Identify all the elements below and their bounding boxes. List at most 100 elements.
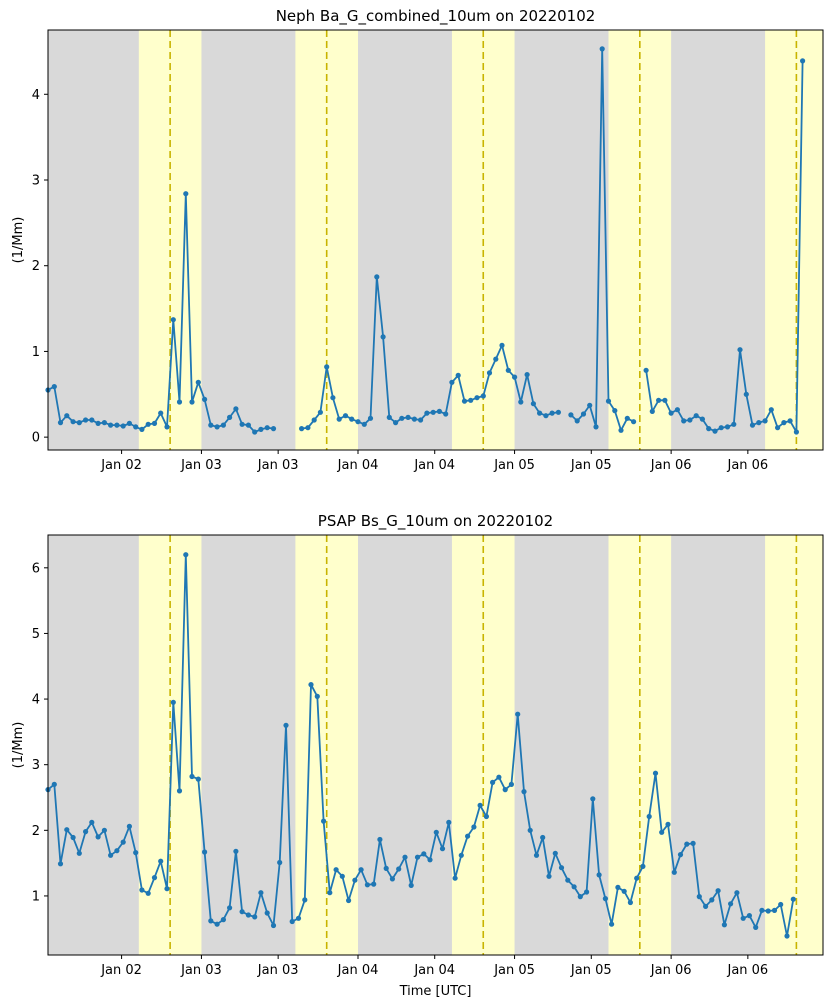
x-axis-ticks: Jan 02 Jan 03 Jan 03 Jan 04 Jan 04 Jan 05 Jan … <box>100 955 768 978</box>
data-point <box>239 421 245 427</box>
data-point <box>662 397 668 403</box>
data-point <box>515 711 521 717</box>
data-point <box>706 426 712 432</box>
data-point <box>521 789 527 795</box>
data-point <box>383 865 389 872</box>
data-point <box>493 356 499 362</box>
data-point <box>731 421 737 427</box>
data-point <box>718 425 724 431</box>
data-point <box>164 886 170 892</box>
data-point <box>593 424 599 430</box>
data-point <box>449 379 455 385</box>
data-point <box>411 416 417 422</box>
x-tick-label: Jan 03 <box>257 963 299 978</box>
data-point <box>145 421 151 427</box>
y-tick-label: 5 <box>32 627 40 642</box>
data-point <box>524 372 530 378</box>
data-point <box>227 905 233 911</box>
data-point <box>245 422 251 428</box>
data-point <box>574 418 580 424</box>
data-point <box>621 888 627 894</box>
data-point <box>749 422 756 428</box>
y-axis-ticks: 0 1 2 3 4 <box>32 88 48 446</box>
data-point <box>208 918 214 924</box>
data-point <box>430 409 436 415</box>
x-tick-label: Jan 06 <box>726 458 768 473</box>
data-point <box>176 788 183 794</box>
data-point <box>164 424 170 430</box>
data-point <box>377 836 383 843</box>
data-point <box>471 824 477 830</box>
data-point <box>499 342 505 348</box>
chart-title: PSAP Bs_G_10um on 20220102 <box>318 512 553 531</box>
data-point <box>602 896 609 902</box>
data-point <box>308 682 314 688</box>
data-point <box>264 425 270 431</box>
data-point <box>277 859 283 866</box>
data-point <box>176 399 183 405</box>
data-point <box>367 415 374 421</box>
data-point <box>389 876 395 882</box>
data-point <box>624 415 630 421</box>
data-point <box>64 827 70 833</box>
data-point <box>333 867 339 873</box>
data-point <box>317 409 323 415</box>
data-point <box>737 347 743 353</box>
data-point <box>778 901 784 908</box>
data-point <box>108 422 114 428</box>
data-point <box>596 872 602 878</box>
data-point <box>139 887 145 893</box>
x-tick-label: Jan 04 <box>337 458 379 473</box>
data-point <box>756 420 762 426</box>
data-point <box>402 854 408 860</box>
data-point <box>233 406 239 412</box>
data-point <box>671 869 677 875</box>
data-point <box>605 398 612 404</box>
data-point <box>558 865 565 871</box>
data-point <box>775 425 781 431</box>
data-point <box>640 863 646 870</box>
data-point <box>486 370 493 376</box>
data-point <box>89 417 95 423</box>
data-point <box>170 699 176 705</box>
data-point <box>677 852 684 858</box>
data-point <box>208 422 214 428</box>
data-point <box>270 922 277 929</box>
x-tick-label: Jan 02 <box>100 963 142 978</box>
data-point <box>631 419 637 425</box>
data-point <box>477 802 483 809</box>
data-point <box>452 875 458 881</box>
x-tick-label: Jan 04 <box>413 963 455 978</box>
data-point <box>455 372 461 378</box>
data-point <box>158 410 164 416</box>
x-tick-label: Jan 04 <box>413 458 455 473</box>
data-point <box>693 413 699 419</box>
data-point <box>674 407 681 413</box>
data-point <box>339 873 345 879</box>
data-point <box>355 419 361 425</box>
data-point <box>446 819 452 826</box>
data-point <box>790 896 796 902</box>
data-point <box>746 913 753 919</box>
data-point <box>233 848 239 854</box>
y-tick-label: 2 <box>32 259 40 274</box>
data-point <box>496 774 502 780</box>
data-point <box>687 417 693 423</box>
data-point <box>399 415 405 421</box>
data-point <box>703 903 709 910</box>
data-point <box>443 411 449 417</box>
data-point <box>659 829 665 835</box>
x-tick-label: Jan 04 <box>337 963 379 978</box>
data-point <box>508 781 514 788</box>
data-point <box>126 823 132 830</box>
data-point <box>800 58 806 64</box>
data-point <box>712 428 718 434</box>
data-point <box>505 367 511 373</box>
data-point <box>665 821 671 828</box>
series-line <box>47 553 795 937</box>
data-point <box>656 397 662 403</box>
data-point <box>768 407 774 413</box>
y-axis-ticks: 1 2 3 4 5 6 <box>32 561 48 904</box>
